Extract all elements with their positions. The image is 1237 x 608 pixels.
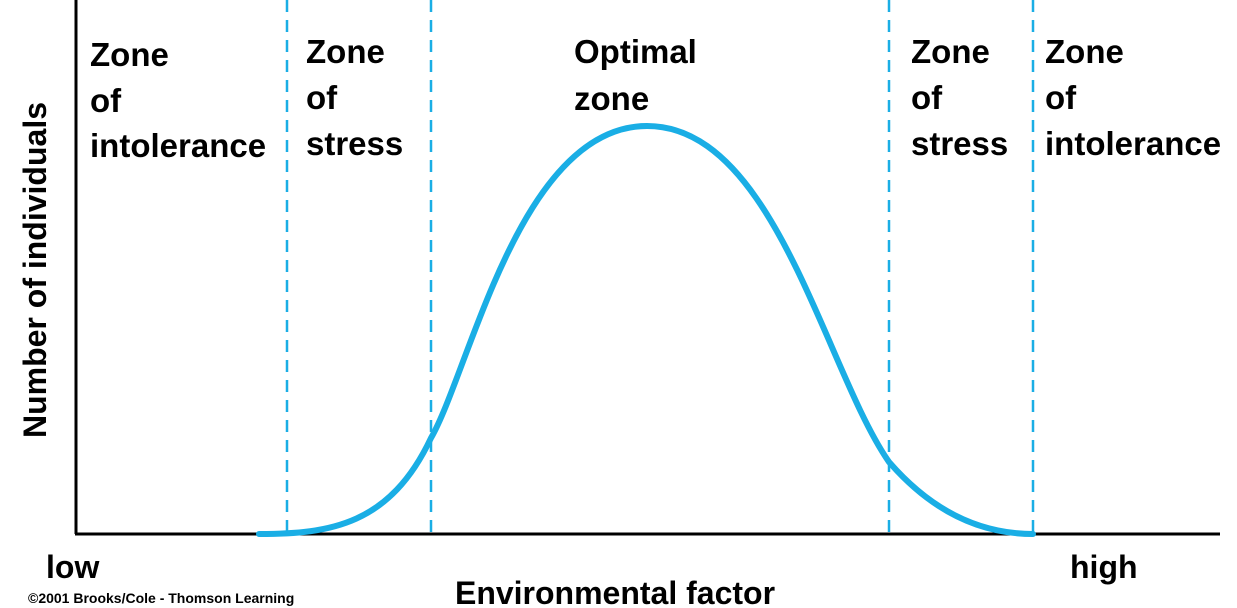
y-axis-label: Number of individuals [17,102,53,438]
zone-label-line: Zone [1045,33,1124,70]
x-axis-label: Environmental factor [455,575,775,608]
zone-label-line: of [911,79,943,116]
zone-label-line: of [90,82,122,119]
zone-label-line: Optimal [574,33,697,70]
zone-label-intolerance-left: Zone of intolerance [90,36,266,164]
copyright-notice: ©2001 Brooks/Cole - Thomson Learning [28,590,294,606]
tolerance-curve [256,122,1036,537]
zone-label-line: Zone [90,36,169,73]
zone-label-stress-left: Zone of stress [306,33,403,162]
zone-label-line: Zone [911,33,990,70]
zone-label-intolerance-right: Zone of intolerance [1045,33,1221,162]
x-axis-high-label: high [1070,549,1138,585]
zone-labels: Zone of intolerance Zone of stress Optim… [90,33,1221,164]
zone-label-line: stress [306,125,403,162]
zone-label-line: zone [574,80,649,117]
zone-label-line: of [306,79,338,116]
zone-label-line: intolerance [1045,125,1221,162]
zone-label-optimal: Optimal zone [574,33,706,117]
zone-label-line: stress [911,125,1008,162]
zone-label-line: intolerance [90,127,266,164]
x-axis-low-label: low [46,549,99,585]
zone-label-line: of [1045,79,1077,116]
zone-label-line: Zone [306,33,385,70]
zone-boundaries [285,0,1035,534]
zone-label-stress-right: Zone of stress [911,33,1008,162]
